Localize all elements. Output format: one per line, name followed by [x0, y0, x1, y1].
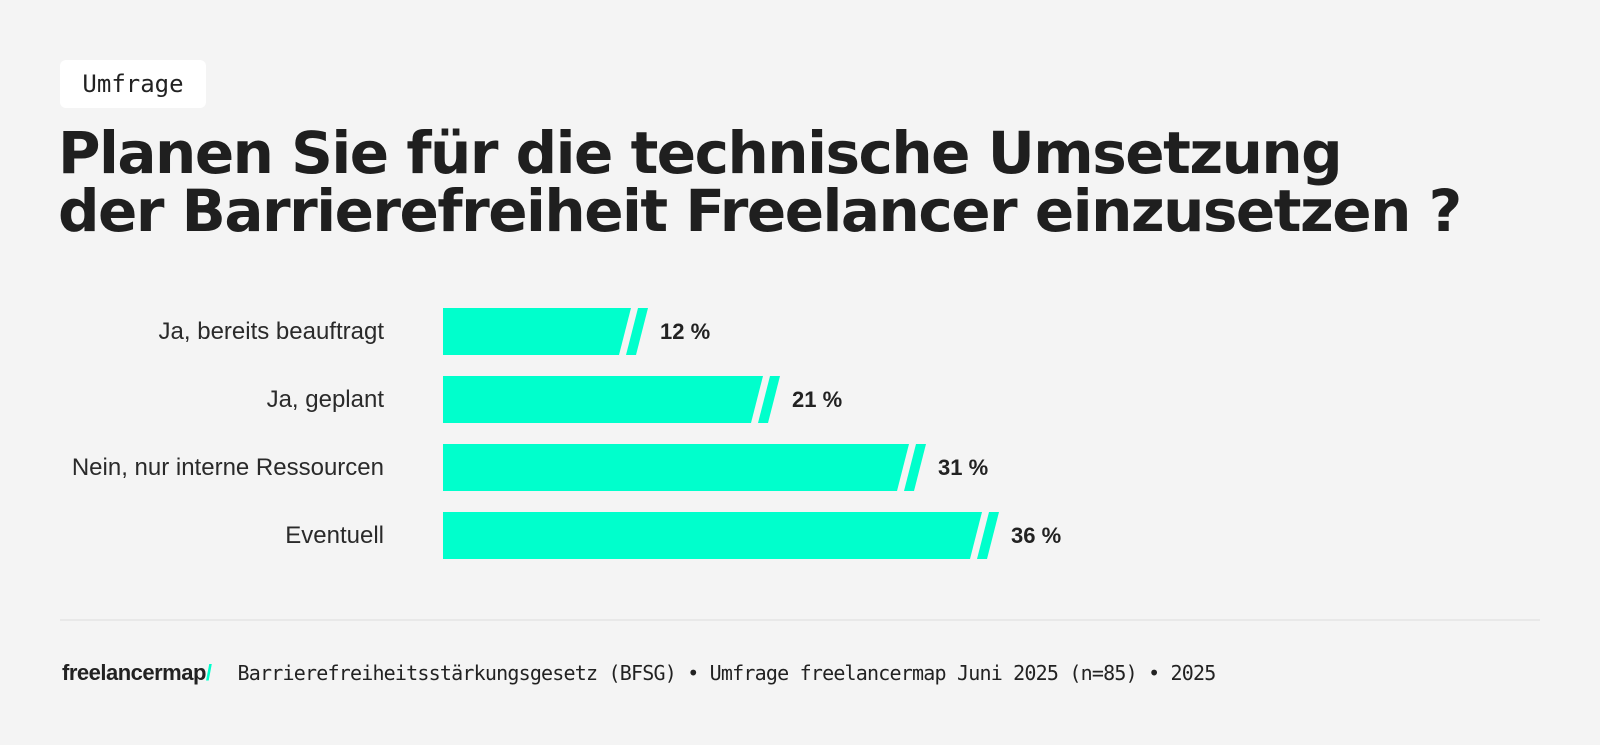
bar-label: Eventuell — [285, 522, 384, 549]
source-note: Barrierefreiheitsstärkungsgesetz (BFSG) … — [237, 661, 1217, 685]
bar-row: Nein, nur interne Ressourcen 31 % — [0, 444, 1600, 491]
bar-value: 36 % — [1011, 523, 1062, 548]
bar-row: Eventuell 36 % — [0, 512, 1600, 559]
chart-title: Planen Sie für die technische Umsetzung … — [58, 124, 1558, 240]
bar-label: Ja, bereits beauftragt — [158, 318, 384, 345]
bar-value: 31 % — [938, 455, 989, 480]
logo-slash-icon: / — [205, 660, 212, 685]
bar — [443, 444, 928, 491]
bar-row: Ja, geplant 21 % — [0, 376, 1600, 423]
bar-label: Ja, geplant — [266, 386, 384, 413]
title-line-1: Planen Sie für die technische Umsetzung — [58, 119, 1343, 187]
bar-row: Ja, bereits beauftragt 12 % — [0, 308, 1600, 355]
freelancermap-logo: freelancermap/ — [62, 660, 212, 685]
bar-value: 21 % — [792, 387, 843, 412]
title-line-2: der Barrierefreiheit Freelancer einzuset… — [58, 177, 1462, 245]
bar — [443, 308, 650, 355]
footer-divider — [60, 619, 1540, 621]
bar — [443, 512, 1001, 559]
bar-label: Nein, nur interne Ressourcen — [71, 454, 384, 481]
footer: freelancermap/ Barrierefreiheitsstärkung… — [62, 658, 1216, 688]
category-tag: Umfrage — [60, 60, 206, 108]
bar — [443, 376, 782, 423]
bar-value: 12 % — [660, 319, 711, 344]
